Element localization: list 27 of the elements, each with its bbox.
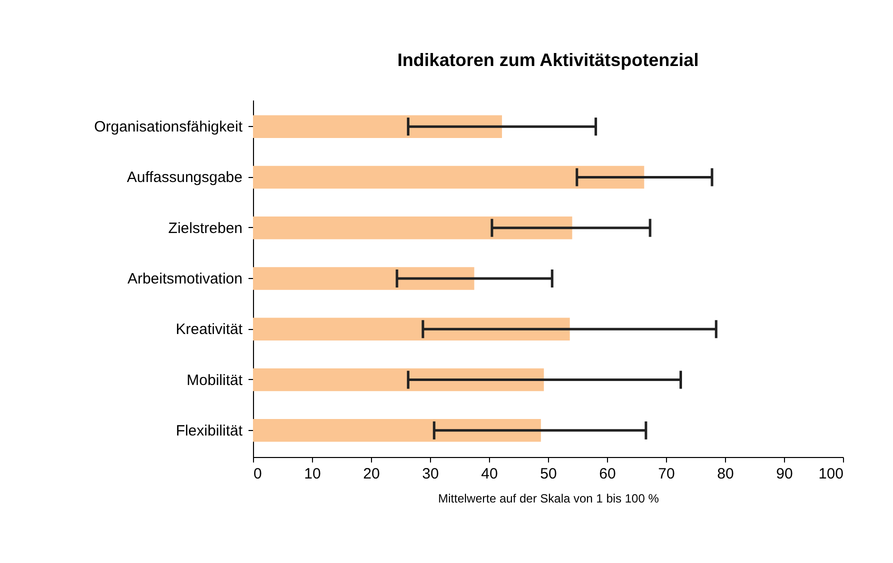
x-tick-label: 100 (818, 466, 844, 482)
bar (253, 318, 570, 341)
x-tick-label: 40 (481, 466, 498, 482)
x-tick-label: 60 (599, 466, 616, 482)
bar (253, 166, 644, 189)
y-tick-label: Kreativität (176, 321, 244, 338)
y-tick-label: Zielstreben (168, 220, 242, 237)
chart-title: Indikatoren zum Aktivitätspotenzial (397, 50, 699, 70)
y-tick-label: Arbeitsmotivation (127, 270, 242, 288)
y-tick-label: Organisationsfähigkeit (94, 118, 244, 136)
bar (253, 216, 572, 240)
bar (253, 419, 541, 442)
x-tick-label: 20 (363, 466, 380, 482)
x-tick-label: 30 (422, 466, 439, 482)
x-tick-label: 0 (254, 466, 262, 482)
x-tick-label: 90 (776, 466, 793, 482)
x-tick-label: 70 (658, 466, 675, 482)
y-tick-label: Auffassungsgabe (126, 169, 242, 186)
x-axis-title: Mittelwerte auf der Skala von 1 bis 100 % (438, 492, 660, 506)
y-tick-label: Flexibilität (176, 422, 244, 440)
y-tick-label: Mobilität (186, 372, 244, 389)
x-tick-label: 80 (717, 466, 734, 482)
x-tick-label: 50 (540, 466, 557, 482)
bar (253, 368, 544, 392)
bar (253, 267, 474, 290)
bar (253, 115, 502, 138)
x-tick-label: 10 (304, 466, 321, 482)
